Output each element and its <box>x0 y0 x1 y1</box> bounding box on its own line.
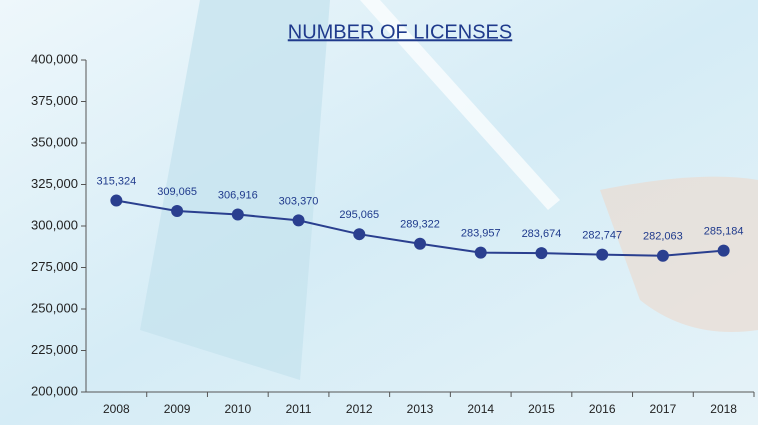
data-label: 285,184 <box>704 226 744 238</box>
x-tick-label: 2015 <box>528 402 555 416</box>
data-label: 303,370 <box>279 195 319 207</box>
point <box>535 247 547 259</box>
point <box>353 228 365 240</box>
data-label: 309,065 <box>157 186 197 198</box>
y-tick-label: 250,000 <box>31 300 78 315</box>
y-tick-label: 375,000 <box>31 93 78 108</box>
x-tick-label: 2009 <box>164 402 191 416</box>
point <box>475 247 487 259</box>
data-label: 315,324 <box>96 175 136 187</box>
data-label: 282,063 <box>643 231 683 243</box>
y-tick-label: 325,000 <box>31 176 78 191</box>
x-tick-label: 2014 <box>467 402 494 416</box>
data-label: 283,957 <box>461 228 501 240</box>
data-label: 289,322 <box>400 219 440 231</box>
x-tick-label: 2013 <box>407 402 434 416</box>
x-tick-label: 2012 <box>346 402 373 416</box>
y-tick-label: 275,000 <box>31 259 78 274</box>
y-tick-label: 400,000 <box>31 51 78 66</box>
y-tick-label: 200,000 <box>31 383 78 398</box>
x-tick-label: 2018 <box>710 402 737 416</box>
point <box>110 195 122 207</box>
point <box>414 238 426 250</box>
point <box>171 205 183 217</box>
data-label: 283,674 <box>522 228 562 240</box>
y-tick-label: 300,000 <box>31 217 78 232</box>
data-label: 306,916 <box>218 189 258 201</box>
x-tick-label: 2008 <box>103 402 130 416</box>
point <box>718 245 730 257</box>
x-tick-label: 2010 <box>224 402 251 416</box>
point <box>293 214 305 226</box>
point <box>232 209 244 221</box>
data-label: 282,747 <box>582 230 622 242</box>
x-tick-label: 2016 <box>589 402 616 416</box>
data-label: 295,065 <box>339 209 379 221</box>
point <box>596 249 608 261</box>
point <box>657 250 669 262</box>
chart-title: NUMBER OF LICENSES <box>288 21 512 43</box>
y-tick-label: 350,000 <box>31 134 78 149</box>
chart: NUMBER OF LICENSES 200,000 225,000 250,000… <box>0 0 758 425</box>
x-tick-label: 2011 <box>286 402 312 416</box>
y-tick-label: 225,000 <box>31 342 78 357</box>
x-tick-label: 2017 <box>650 402 677 416</box>
